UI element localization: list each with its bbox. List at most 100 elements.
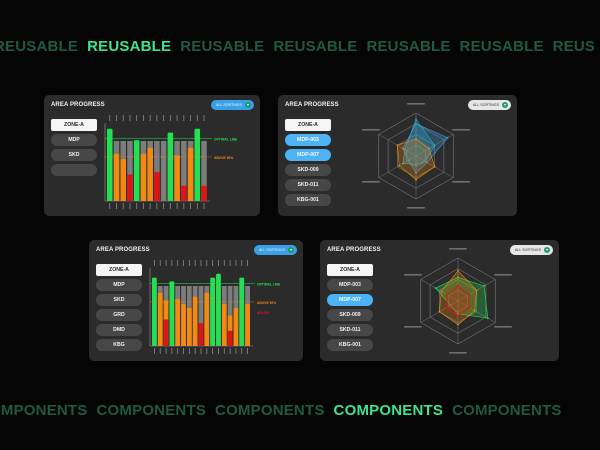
filter-button[interactable]: ZONE-A xyxy=(96,264,142,276)
bar-track xyxy=(221,286,227,346)
banner-word: REUSABLE xyxy=(552,38,594,55)
radar-ring xyxy=(439,279,477,323)
bar-track xyxy=(181,286,186,346)
bar-tick-mark xyxy=(136,203,138,209)
bar-tick-mark xyxy=(223,348,225,354)
components-banner: COMPONENTS COMPONENTS COMPONENTS COMPONENTS… xyxy=(0,402,578,419)
bar-tick-mark xyxy=(169,203,171,209)
radar-axis-label-mark xyxy=(494,274,513,276)
bar-label-mark xyxy=(241,260,243,266)
legend-label: OPTIMAL LINE xyxy=(214,138,238,142)
filter-button[interactable]: MDP xyxy=(51,134,97,146)
radar-point xyxy=(445,293,448,296)
radar-point xyxy=(468,306,471,309)
filter-button[interactable]: ZONE-A xyxy=(51,119,97,131)
bar-tick-mark xyxy=(165,348,167,354)
bar-label-mark xyxy=(203,115,205,121)
sort-dropdown[interactable]: ALL SORTINGS ▾ xyxy=(211,100,254,110)
bar-tick-mark xyxy=(200,348,202,354)
radar-progress-card-1: AREA PROGRESS ALL SORTINGS ▾ ZONE-A MDP-003 M… xyxy=(278,95,517,216)
bar-track xyxy=(204,286,210,346)
filter-button[interactable]: SKD-011 xyxy=(327,324,373,336)
card-title: AREA PROGRESS xyxy=(285,102,339,108)
sort-dropdown[interactable]: ALL SORTINGS ▾ xyxy=(254,245,297,255)
sort-dropdown-label: ALL SORTINGS xyxy=(515,248,541,252)
filter-button[interactable] xyxy=(51,164,97,176)
bar xyxy=(227,315,233,346)
sort-dropdown[interactable]: ALL SORTINGS ▾ xyxy=(468,100,511,110)
bar xyxy=(194,128,201,201)
radar-ring xyxy=(429,268,487,334)
filter-button[interactable]: SKD xyxy=(96,294,142,306)
bar-tick-mark xyxy=(188,348,190,354)
bar-label-mark xyxy=(212,260,214,266)
filter-button[interactable]: SKD xyxy=(51,149,97,161)
sort-dropdown-label: ALL SORTINGS xyxy=(216,103,242,107)
banner-word: COMPONENTS xyxy=(96,402,207,419)
bar-tick-mark xyxy=(177,348,179,354)
bar xyxy=(175,298,181,346)
banner-word: COMPONENTS xyxy=(452,402,562,419)
filter-list: ZONE-A MDP SKD GRD DMD KBG xyxy=(96,264,142,351)
sort-dropdown[interactable]: ALL SORTINGS ▾ xyxy=(510,245,553,255)
bar-label-mark xyxy=(122,115,124,121)
banner-word: REUSABLE xyxy=(87,38,172,55)
filter-button[interactable]: MDP-003 xyxy=(285,134,331,146)
bar-tick-mark xyxy=(247,348,248,354)
radar-point xyxy=(403,148,406,151)
filter-button[interactable]: SKD-009 xyxy=(327,309,373,321)
bar xyxy=(120,159,126,201)
filter-button[interactable]: ZONE-A xyxy=(285,119,331,131)
bar-tick-mark xyxy=(190,203,191,209)
radar-point xyxy=(486,317,489,320)
sort-dropdown-label: ALL SORTINGS xyxy=(259,248,285,252)
bar-tick-mark xyxy=(229,348,231,354)
filter-button[interactable]: MDP xyxy=(96,279,142,291)
radar-point xyxy=(473,309,476,312)
bar-tick-mark xyxy=(241,348,243,354)
bar-track xyxy=(245,286,250,346)
bar-track xyxy=(174,141,180,201)
bar-tick-mark xyxy=(206,348,208,354)
bar-track xyxy=(186,286,192,346)
bar-label-mark xyxy=(177,260,179,266)
radar-axis-label-mark xyxy=(361,129,380,131)
bar-tick-mark xyxy=(183,203,185,209)
filter-button[interactable]: GRD xyxy=(96,309,142,321)
filter-list: ZONE-A MDP SKD xyxy=(51,119,97,176)
bar xyxy=(227,330,233,346)
radar-spoke xyxy=(457,279,496,302)
filter-button[interactable]: SKD-009 xyxy=(285,164,331,176)
radar-point xyxy=(415,137,417,140)
legend-label: ABOVE 90% xyxy=(257,301,276,305)
radar-point xyxy=(457,323,459,326)
banner-word: REUSABLE xyxy=(0,38,79,55)
chevron-down-icon: ▾ xyxy=(288,247,294,253)
bar-tick-mark xyxy=(143,203,144,209)
filter-button[interactable]: ZONE-A xyxy=(327,264,373,276)
bar-tick-mark xyxy=(129,203,131,209)
radar-point xyxy=(445,306,448,309)
sort-dropdown-label: ALL SORTINGS xyxy=(473,103,499,107)
bar-track xyxy=(133,141,140,201)
bar xyxy=(245,304,250,346)
radar-point xyxy=(457,313,459,315)
bar-tick-mark xyxy=(163,203,165,209)
filter-button[interactable]: MDP-003 xyxy=(327,279,373,291)
filter-button[interactable]: KBG xyxy=(96,339,142,351)
radar-point xyxy=(407,159,410,162)
bar-label-mark xyxy=(190,115,191,121)
filter-button[interactable]: SKD-011 xyxy=(285,179,331,191)
radar-point xyxy=(434,287,437,289)
filter-button[interactable]: KBG-001 xyxy=(327,339,373,351)
filter-button[interactable]: MDP-007 xyxy=(285,149,331,161)
filter-button[interactable]: DMD xyxy=(96,324,142,336)
bar-track xyxy=(233,286,239,346)
filter-button[interactable]: MDP-007 xyxy=(327,294,373,306)
radar-series xyxy=(439,270,477,326)
card-title: AREA PROGRESS xyxy=(327,247,381,253)
radar-axis-label-mark xyxy=(452,181,471,183)
filter-button[interactable]: KBG-001 xyxy=(285,194,331,206)
radar-point xyxy=(457,285,459,287)
bar-tick-mark xyxy=(183,348,184,354)
